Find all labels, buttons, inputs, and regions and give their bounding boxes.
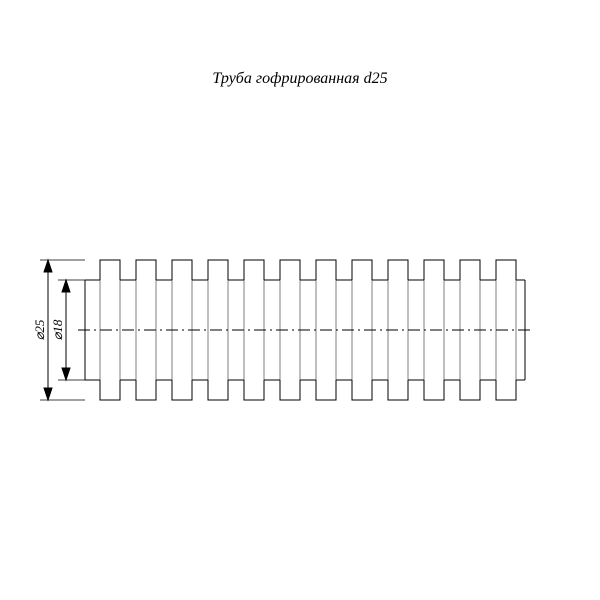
technical-drawing: ⌀25 ⌀18: [0, 0, 600, 600]
inner-diameter-label: ⌀18: [50, 319, 65, 340]
outer-diameter-label: ⌀25: [32, 319, 47, 340]
